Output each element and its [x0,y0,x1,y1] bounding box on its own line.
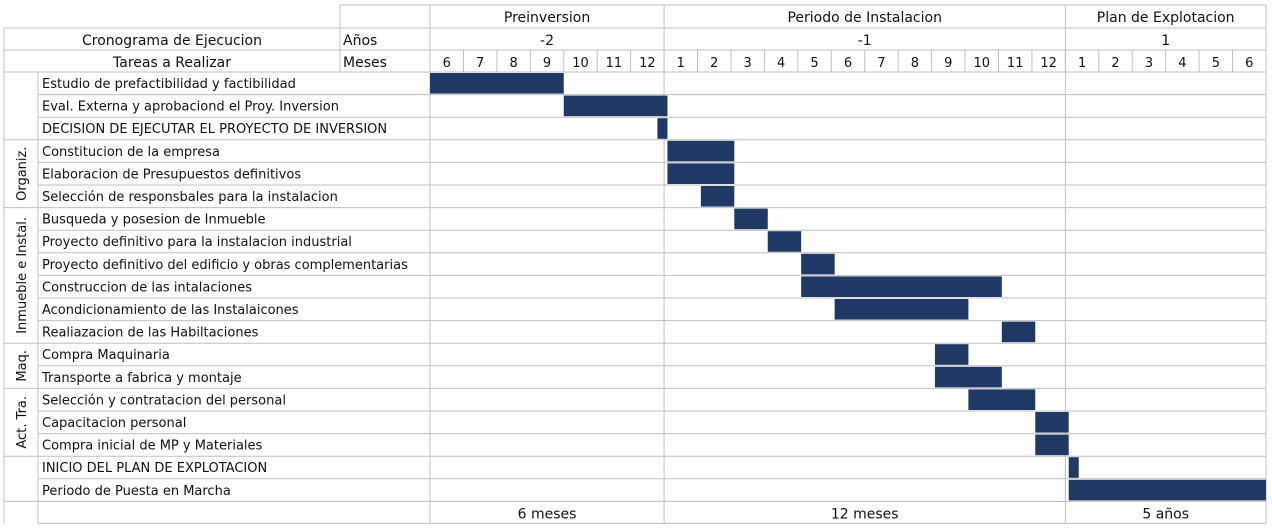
month-tick-label: 2 [1111,56,1119,71]
task-bar [657,118,668,139]
task-label: Construccion de las intalaciones [42,280,252,295]
month-tick-label: 12 [639,56,656,71]
task-label: Selección de responsbales para la instal… [42,190,338,205]
task-bar [430,73,564,94]
group-label: Act. Tra. [15,396,30,449]
task-label: Realiazacion de las Habiltaciones [42,326,259,341]
month-tick-label: 2 [710,56,718,71]
task-label: Transporte a fabrica y montaje [41,371,242,386]
month-tick-label: 10 [973,56,990,71]
month-tick-label: 7 [476,56,484,71]
task-label: Busqueda y posesion de Inmueble [42,213,266,228]
task-bar [1001,321,1036,343]
year-label: -1 [858,33,872,49]
row-header-label: Tareas a Realizar [112,55,231,71]
month-tick-label: 1 [1078,56,1086,71]
task-bar [1068,457,1079,478]
phase-duration-label: 6 meses [518,506,577,522]
month-tick-label: 5 [1212,56,1220,71]
year-label: -2 [540,33,554,49]
month-tick-label: 6 [844,56,852,71]
task-bar [801,253,835,275]
task-bar [968,389,1036,410]
phase-label: Preinversion [504,10,590,26]
task-label: Acondicionamiento de las Instalaicones [42,303,299,318]
task-bar [1035,434,1069,456]
task-label: Elaboracion de Presupuestos definitivos [42,167,301,182]
month-tick-label: 4 [1178,56,1186,71]
task-bar [563,95,668,117]
task-bar [734,208,768,230]
month-tick-label: 9 [944,56,952,71]
chart-title: Cronograma de Ejecucion [82,33,262,49]
phase-duration-label: 5 años [1142,506,1189,522]
task-bar [801,276,1002,297]
phase-label: Plan de Explotacion [1097,10,1235,26]
group-label: Maq. [15,350,30,382]
month-tick-label: 10 [572,56,589,71]
task-label: Estudio de prefactibilidad y factibilida… [42,77,296,92]
group-label: Organiz. [15,147,30,201]
years-label: Años [343,33,377,49]
month-tick-label: 12 [1040,56,1057,71]
month-tick-label: 3 [744,56,752,71]
month-tick-label: 7 [877,56,885,71]
task-label: Periodo de Puesta en Marcha [42,484,231,499]
month-tick-label: 5 [810,56,818,71]
task-bar [667,140,735,162]
task-bar [1068,479,1266,501]
task-label: Capacitacion personal [42,416,186,431]
task-label: Constitucion de la empresa [42,145,220,160]
month-tick-label: 11 [606,56,623,71]
month-tick-label: 8 [509,56,517,71]
phase-duration-label: 12 meses [831,506,899,522]
month-tick-label: 1 [677,56,685,71]
group-label: Inmueble e Instal. [15,217,30,334]
month-tick-label: 6 [443,56,451,71]
task-label: Compra inicial de MP y Materiales [42,439,263,454]
task-label: Proyecto definitivo para la instalacion … [42,235,352,250]
task-label: Compra Maquinaria [42,348,170,363]
task-label: Proyecto definitivo del edificio y obras… [42,258,408,273]
months-label: Meses [343,55,387,71]
task-label: Eval. Externa y aprobaciond el Proy. Inv… [42,100,339,115]
task-bar [700,186,735,207]
task-label: Selección y contratacion del personal [42,393,286,408]
month-tick-label: 9 [543,56,551,71]
task-bar [667,163,735,184]
month-tick-label: 11 [1007,56,1024,71]
task-bar [934,344,969,365]
month-tick-label: 3 [1145,56,1153,71]
month-tick-label: 8 [911,56,919,71]
task-bar [1035,412,1069,433]
year-label: 1 [1161,33,1170,49]
phase-label: Periodo de Instalacion [787,10,941,26]
month-tick-label: 4 [777,56,785,71]
task-label: DECISION DE EJECUTAR EL PROYECTO DE INVE… [42,122,387,137]
month-tick-label: 6 [1245,56,1253,71]
task-label: INICIO DEL PLAN DE EXPLOTACION [42,461,267,476]
task-bar [834,299,969,320]
task-bar [934,366,1002,388]
task-bar [767,231,802,252]
